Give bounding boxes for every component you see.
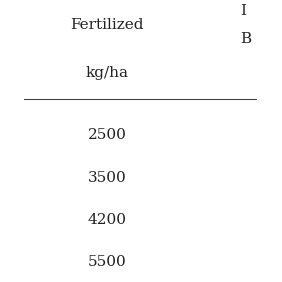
Text: 5500: 5500 [88, 255, 127, 269]
Text: 2500: 2500 [88, 128, 127, 142]
Text: 3500: 3500 [88, 171, 127, 185]
Text: 4200: 4200 [88, 213, 127, 227]
Text: B: B [240, 32, 251, 47]
Text: Baseline: Baseline [0, 18, 19, 32]
Text: 3000: 3000 [0, 213, 5, 227]
Text: I: I [240, 4, 246, 18]
Text: kg/ha: kg/ha [86, 66, 129, 80]
Bar [0, 0, 24, 282]
Text: kg/Ha: kg/Ha [0, 66, 9, 80]
Text: 3000: 3000 [0, 171, 5, 185]
Text: 4000: 4000 [0, 255, 5, 269]
Text: Fertilized: Fertilized [70, 18, 144, 32]
Text: 2000: 2000 [0, 128, 5, 142]
Bar [257, 0, 282, 282]
